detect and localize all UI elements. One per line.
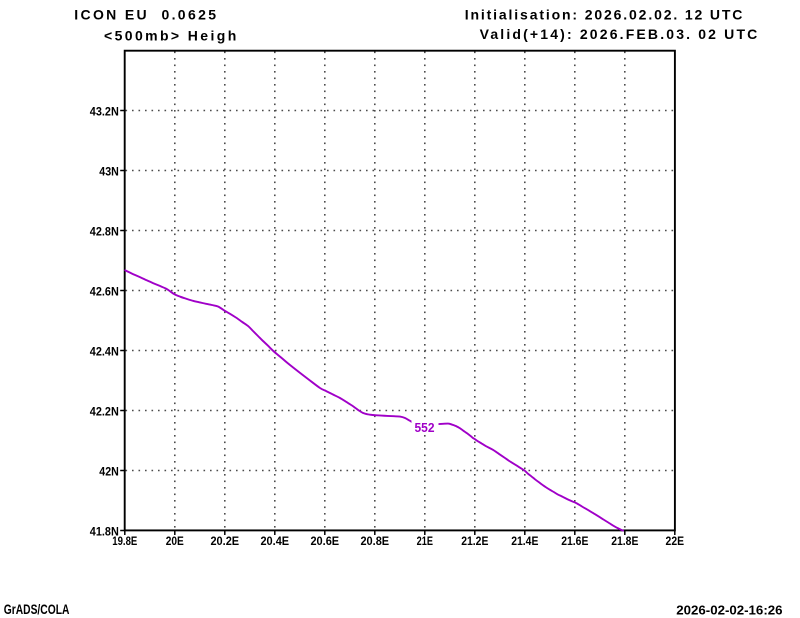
svg-text:43.2N: 43.2N — [90, 104, 119, 118]
svg-text:22E: 22E — [666, 534, 685, 548]
svg-text:2026-02-02-16:26: 2026-02-02-16:26 — [676, 603, 782, 618]
svg-text:21.2E: 21.2E — [461, 534, 488, 548]
svg-text:21.6E: 21.6E — [561, 534, 588, 548]
svg-text:GrADS/COLA: GrADS/COLA — [4, 602, 70, 617]
svg-text:21.8E: 21.8E — [611, 534, 638, 548]
svg-text:ICON EU 0.0625: ICON EU 0.0625 — [74, 6, 216, 22]
svg-text:42.2N: 42.2N — [90, 404, 119, 418]
svg-text:Initialisation: 2026.02.02. 12: Initialisation: 2026.02.02. 12 UTC — [465, 6, 743, 22]
svg-text:552: 552 — [415, 420, 435, 435]
svg-text:20.2E: 20.2E — [210, 534, 239, 548]
svg-text:21.4E: 21.4E — [511, 534, 538, 548]
svg-text:42.6N: 42.6N — [90, 284, 119, 298]
svg-text:20.4E: 20.4E — [260, 534, 289, 548]
svg-text:42.8N: 42.8N — [90, 224, 119, 238]
svg-text:19.8E: 19.8E — [112, 534, 137, 548]
svg-text:43N: 43N — [99, 164, 119, 178]
svg-text:21E: 21E — [417, 534, 433, 548]
svg-text:20.8E: 20.8E — [360, 534, 389, 548]
svg-text:<500mb> Heigh: <500mb> Heigh — [104, 28, 236, 44]
svg-text:42.4N: 42.4N — [90, 344, 119, 358]
svg-text:42N: 42N — [99, 464, 119, 478]
svg-text:20E: 20E — [166, 534, 184, 548]
svg-text:20.6E: 20.6E — [310, 534, 339, 548]
svg-text:41.8N: 41.8N — [90, 524, 119, 538]
